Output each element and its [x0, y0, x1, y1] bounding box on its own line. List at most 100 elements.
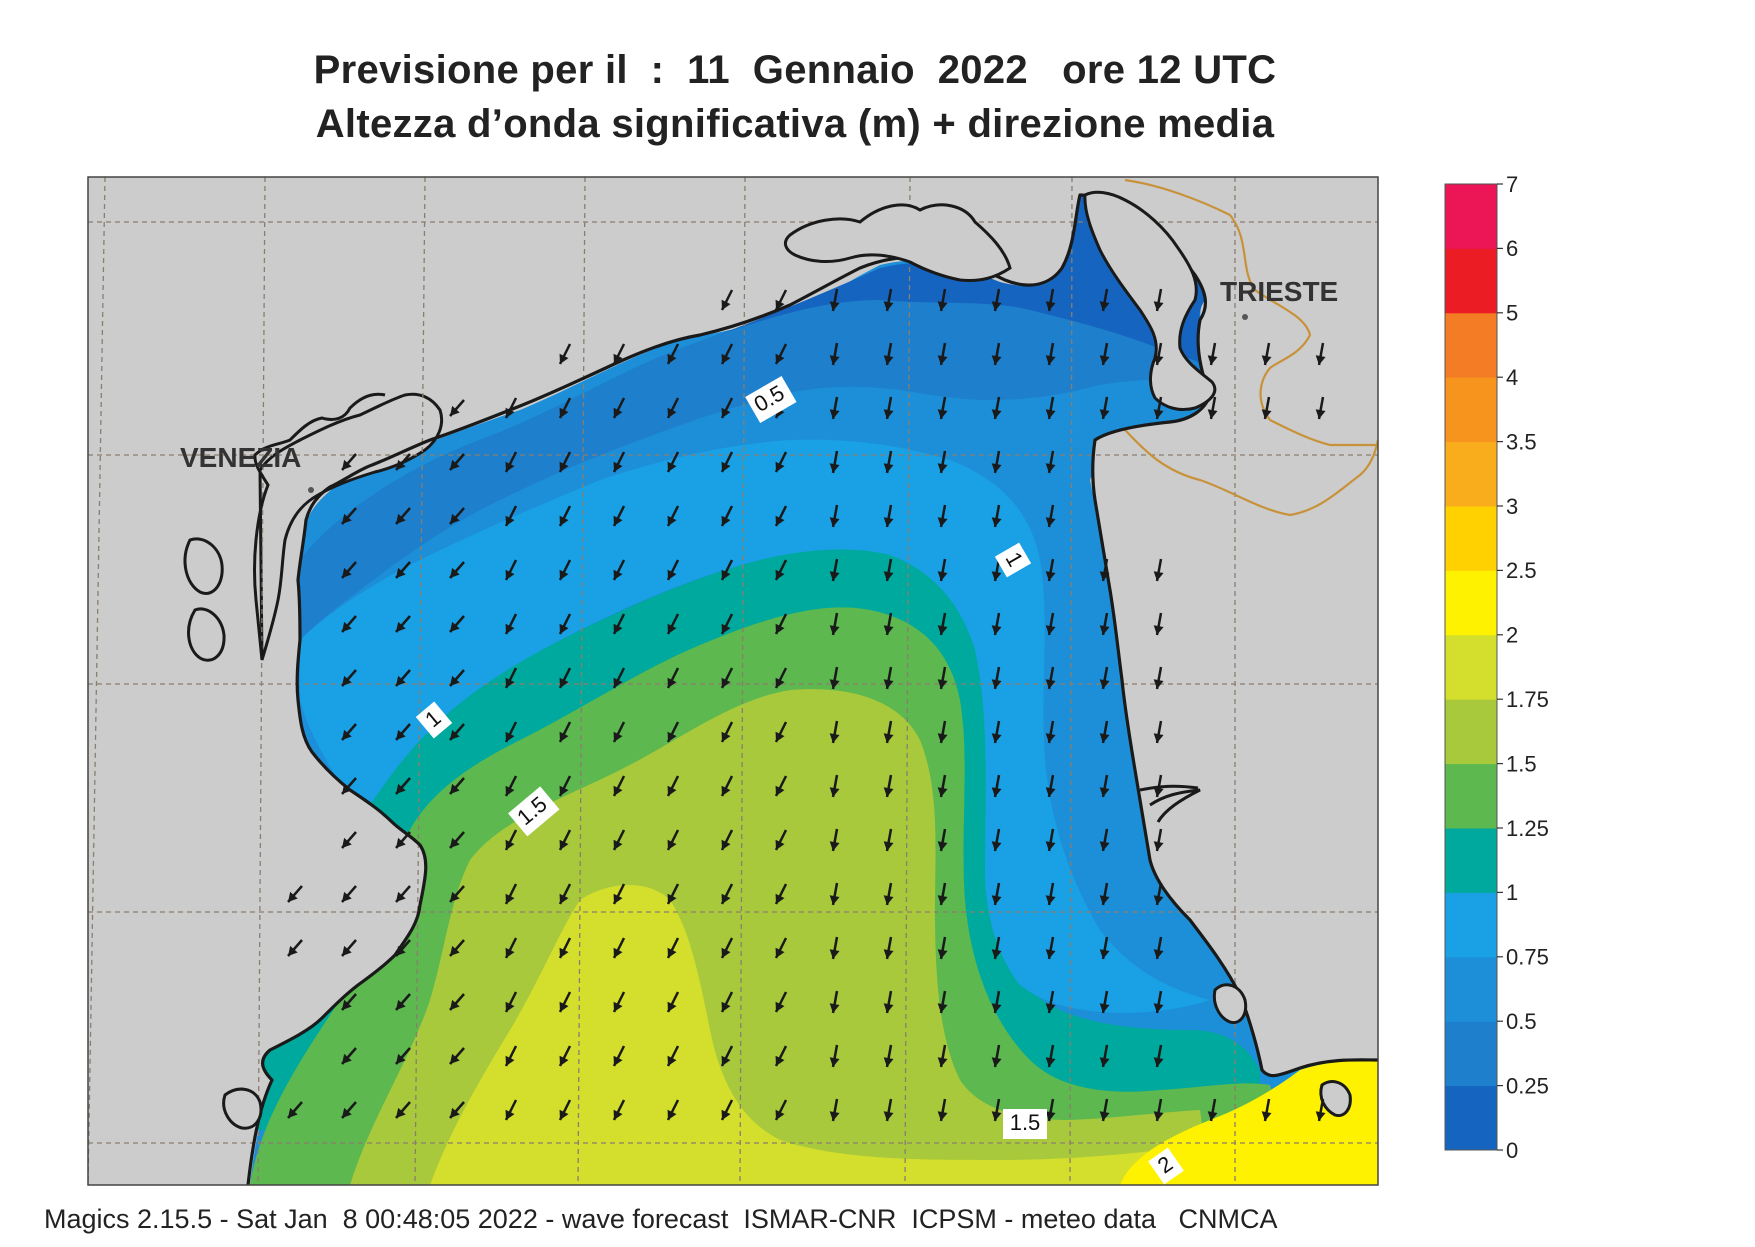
wave-arrow-head: [1153, 895, 1164, 905]
wave-arrow-head: [937, 625, 948, 635]
wave-arrow-head: [505, 839, 515, 850]
wave-arrow-head: [1045, 571, 1056, 581]
colorbar-tick-label: 0.25: [1506, 1073, 1549, 1098]
wave-arrow-head: [505, 623, 515, 634]
wave-arrow-head: [937, 463, 948, 473]
contour-label: 1: [994, 542, 1032, 578]
wave-arrow-head: [829, 949, 840, 959]
wave-arrow-head: [937, 301, 948, 311]
wave-arrow-head: [1099, 409, 1110, 419]
wave-arrow-head: [721, 947, 731, 958]
colorbar-swatch: [1445, 441, 1497, 507]
wave-arrow-head: [1099, 679, 1110, 689]
wave-arrow-head: [505, 731, 515, 742]
wave-arrow-head: [721, 1055, 731, 1066]
wave-arrow-head: [1099, 571, 1110, 581]
wave-arrow-head: [613, 407, 623, 418]
wave-arrow-head: [1207, 355, 1218, 365]
wave-arrow-head: [883, 1003, 894, 1013]
wave-arrow-head: [667, 569, 677, 580]
colorbar-swatch: [1445, 377, 1497, 443]
wave-arrow-head: [829, 409, 840, 419]
wave-arrow-head: [1099, 841, 1110, 851]
wave-arrow-head: [721, 677, 731, 688]
wave-arrow-head: [396, 891, 406, 902]
wave-arrow-head: [937, 517, 948, 527]
wave-arrow-head: [937, 787, 948, 797]
wave-arrow-head: [667, 623, 677, 634]
wave-arrow-head: [667, 461, 677, 472]
wave-arrow-head: [667, 407, 677, 418]
grid-lon: [904, 177, 911, 1185]
wave-arrow-head: [396, 1107, 406, 1118]
wave-arrow-head: [1099, 787, 1110, 797]
country-border: [1124, 178, 1378, 447]
wave-arrow-head: [505, 515, 515, 526]
wave-arrow-head: [991, 895, 1002, 905]
wave-arrow-head: [1153, 1111, 1164, 1121]
wave-arrow-head: [559, 1109, 569, 1120]
wave-arrow-head: [1045, 1057, 1056, 1067]
wave-arrow-head: [991, 409, 1002, 419]
wave-arrow-head: [288, 891, 298, 902]
sea-shallow-zone: [300, 194, 1220, 600]
wave-arrow-head: [667, 353, 677, 364]
wave-arrow-head: [1099, 355, 1110, 365]
wave-arrow-head: [1045, 949, 1056, 959]
sea-band-0-5: [300, 300, 1220, 640]
wave-arrow-head: [937, 841, 948, 851]
wave-arrow-head: [721, 461, 731, 472]
colorbar-tick-label: 0.75: [1506, 945, 1549, 970]
wave-arrow-head: [396, 567, 406, 578]
wave-arrow-head: [829, 625, 840, 635]
grid-lon: [257, 177, 266, 1185]
colorbar-tick-label: 1.5: [1506, 751, 1537, 776]
colorbar-tick-label: 1.75: [1506, 687, 1549, 712]
colorbar-tick-label: 0: [1506, 1138, 1518, 1163]
wave-arrow-head: [559, 785, 569, 796]
wave-arrow-head: [1153, 409, 1164, 419]
wave-arrow-head: [937, 409, 948, 419]
grid-lon: [414, 177, 426, 1185]
wave-arrow-head: [829, 733, 840, 743]
wave-arrow-head: [883, 301, 894, 311]
wave-arrow-head: [288, 1107, 298, 1118]
coastline-south-bay: [1139, 784, 1199, 792]
footer-credits: Magics 2.15.5 - Sat Jan 8 00:48:05 2022 …: [44, 1204, 1278, 1234]
wave-arrow-head: [613, 461, 623, 472]
wave-arrow-head: [342, 621, 352, 632]
wave-arrow-head: [1045, 463, 1056, 473]
wave-arrow-head: [613, 1055, 623, 1066]
wave-arrow-head: [721, 407, 731, 418]
wave-arrow-head: [505, 785, 515, 796]
colorbar-swatch: [1445, 184, 1497, 249]
wave-arrow-head: [450, 675, 460, 686]
wave-arrow-head: [775, 299, 785, 310]
wave-arrow-head: [883, 409, 894, 419]
wave-arrow-head: [1099, 1057, 1110, 1067]
wave-arrow-head: [342, 783, 352, 794]
wave-arrow-head: [937, 679, 948, 689]
wave-arrow-head: [559, 407, 569, 418]
wave-arrow-head: [450, 405, 460, 416]
colorbar-swatch: [1445, 634, 1497, 700]
wave-arrow-head: [937, 949, 948, 959]
wave-arrow-head: [342, 999, 352, 1010]
wave-arrow-head: [342, 729, 352, 740]
map-frame: [87, 176, 1379, 1186]
wave-arrow-head: [991, 733, 1002, 743]
city-marker-venezia: [308, 487, 314, 493]
wave-arrow-head: [991, 841, 1002, 851]
wave-arrow-head: [829, 1111, 840, 1121]
wave-arrow-head: [991, 571, 1002, 581]
wave-arrow-head: [937, 1057, 948, 1067]
wave-arrow-head: [559, 623, 569, 634]
wave-arrow-head: [1099, 1111, 1110, 1121]
wave-arrow-head: [450, 837, 460, 848]
wave-arrow-head: [1045, 679, 1056, 689]
wave-arrow-head: [505, 1055, 515, 1066]
wave-arrow-head: [342, 459, 352, 470]
colorbar-swatch: [1445, 763, 1497, 829]
wave-arrow-head: [775, 623, 785, 634]
wave-arrow-head: [396, 513, 406, 524]
